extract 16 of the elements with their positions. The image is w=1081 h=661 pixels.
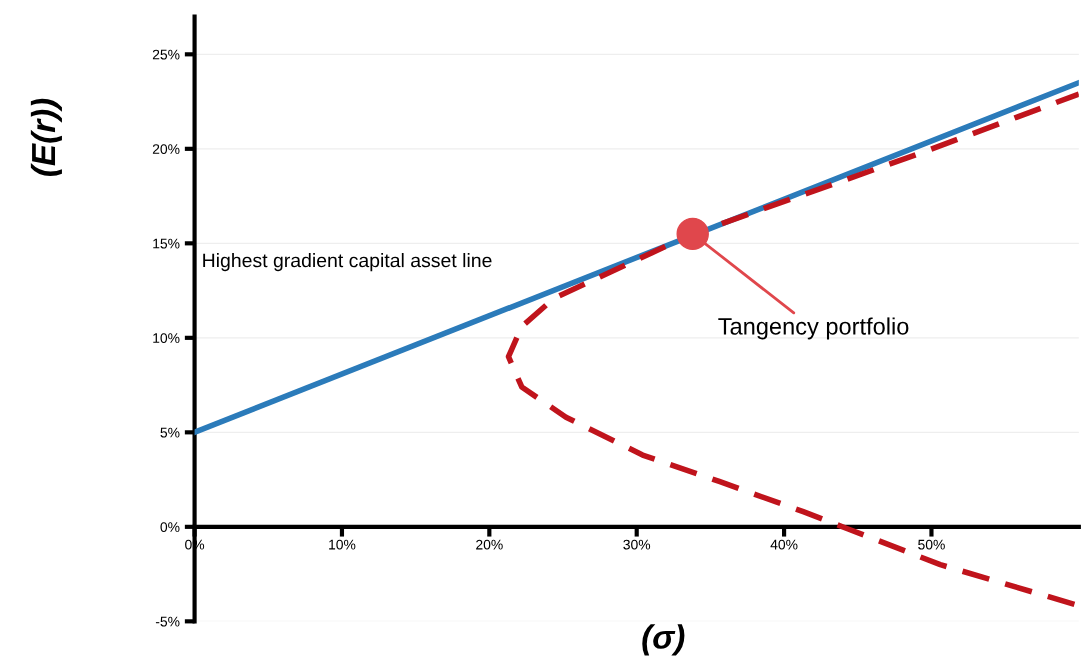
y-tick-label: -5% — [155, 616, 180, 627]
x-tick-label: 10% — [329, 539, 356, 550]
y-tick-label: 10% — [153, 333, 180, 343]
y-tick-label: 20% — [152, 144, 180, 154]
x-tick-label: 40% — [770, 539, 798, 550]
y-tick-label: 5% — [160, 427, 180, 438]
x-axis-title: (σ) — [642, 624, 685, 656]
annotation: Tangency portfolio — [718, 317, 909, 340]
x-tick-label: 20% — [476, 539, 503, 550]
y-axis-title: (E(r)) — [30, 98, 62, 177]
x-tick-label: 30% — [623, 539, 651, 550]
y-tick-label: 15% — [153, 238, 180, 249]
y-tick-label: 25% — [152, 49, 180, 60]
annotation: Highest gradient capital asset line — [203, 253, 492, 272]
y-tick-label: 0% — [160, 522, 180, 533]
x-tick-label: 50% — [918, 539, 945, 550]
